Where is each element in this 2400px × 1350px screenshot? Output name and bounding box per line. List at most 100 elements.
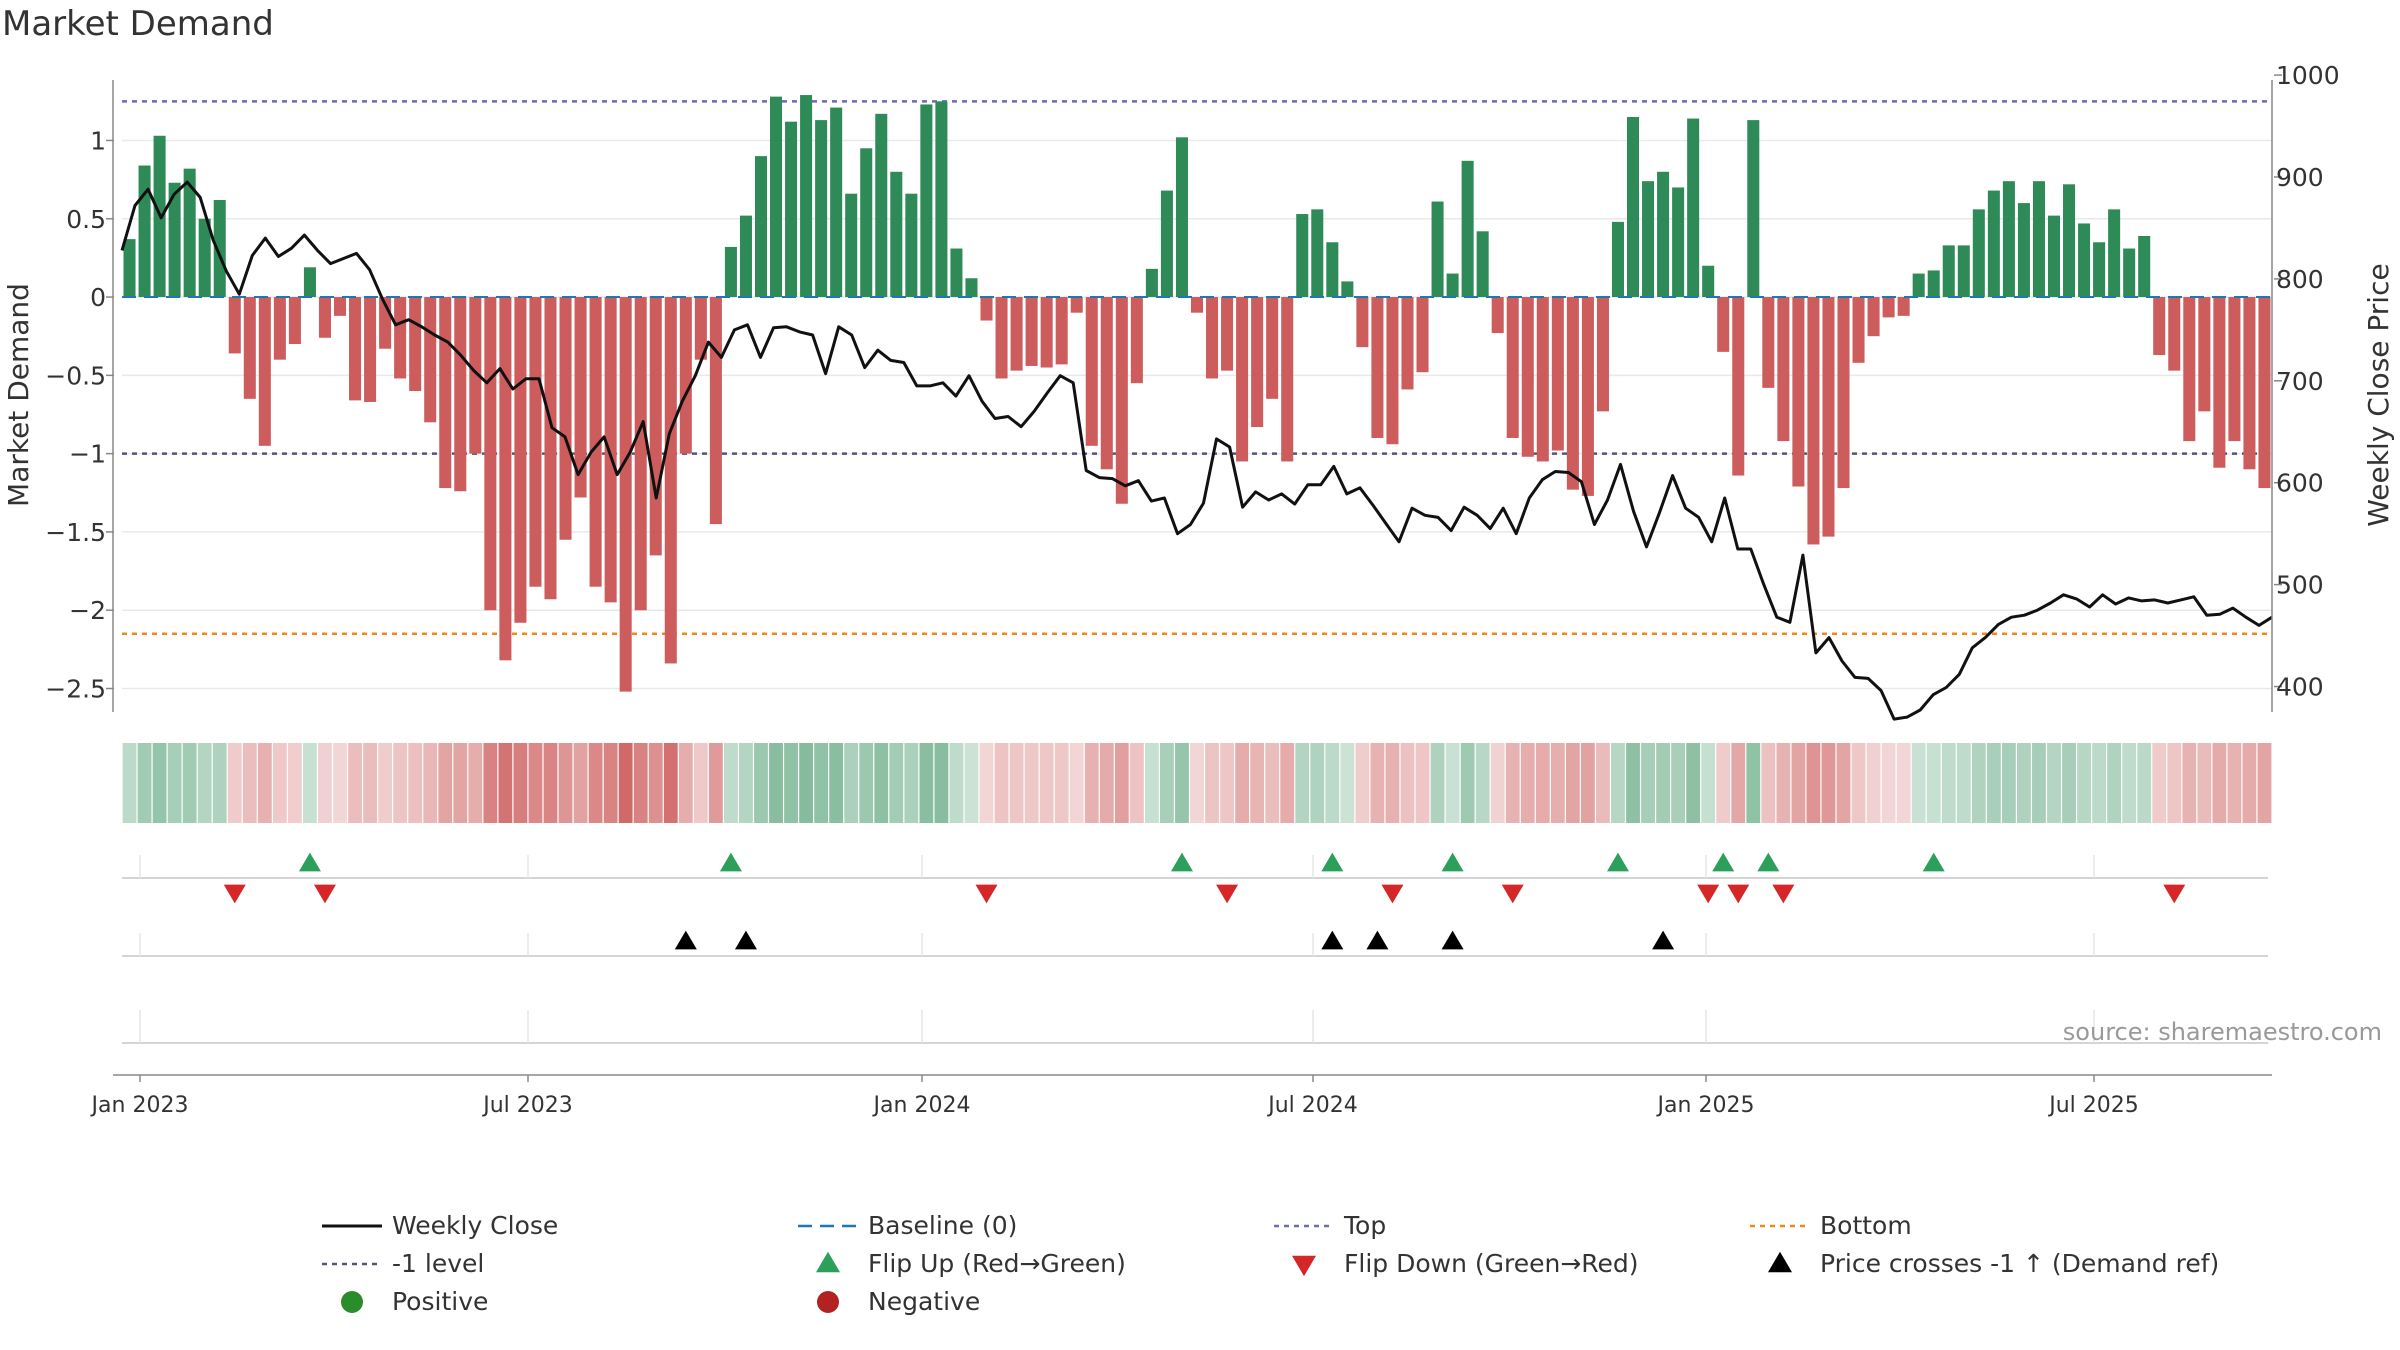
demand-bar: [574, 297, 587, 498]
flip-down-marker: [1772, 884, 1795, 904]
demand-bar: [1566, 297, 1579, 490]
demand-bar: [1115, 297, 1128, 504]
flip-down-marker: [1697, 884, 1720, 904]
heat-cell: [1746, 743, 1761, 823]
heat-cell: [979, 743, 994, 823]
heat-cell: [1190, 743, 1204, 823]
demand-bar: [1777, 297, 1790, 442]
flip-down-marker: [975, 884, 998, 904]
flip-down-marker: [223, 884, 246, 904]
demand-bar: [1732, 297, 1745, 476]
demand-bar: [1627, 116, 1640, 298]
y-tick-label: −2.5: [45, 675, 106, 704]
legend-positive: Positive: [392, 1287, 489, 1316]
y-tick-label: 0: [90, 283, 106, 312]
demand-bar: [2243, 297, 2256, 470]
demand-bar: [1326, 242, 1339, 298]
heat-cell: [633, 743, 648, 823]
heat-cell: [1325, 743, 1340, 823]
heat-cell: [1761, 743, 1776, 823]
demand-bar: [2108, 209, 2121, 298]
heat-cell: [949, 743, 964, 823]
heat-cell: [1445, 743, 1460, 823]
demand-bar: [228, 297, 241, 354]
heat-cell: [1791, 743, 1806, 823]
heat-cell: [1160, 743, 1174, 823]
heat-cell: [1596, 743, 1610, 823]
heat-cell: [1355, 743, 1370, 823]
legend-weekly-close: Weekly Close: [392, 1211, 559, 1240]
heat-cell: [1626, 743, 1640, 823]
heat-cell: [1941, 743, 1956, 823]
legend-positive-symbol: [341, 1291, 363, 1313]
heat-cell: [1280, 743, 1295, 823]
y2-tick-label: 600: [2276, 469, 2324, 498]
demand-bar: [1070, 297, 1083, 313]
heat-cell: [1911, 743, 1926, 823]
heat-cell: [1310, 743, 1325, 823]
heat-cell: [1656, 743, 1671, 823]
heat-cell: [678, 743, 693, 823]
flip-down-marker: [1216, 884, 1239, 904]
weekly-close-line: [120, 180, 2273, 721]
demand-bar: [1401, 297, 1414, 390]
price-cross-marker: [674, 930, 697, 950]
demand-bar: [1221, 297, 1234, 371]
heat-cell: [1460, 743, 1475, 823]
demand-bar: [1491, 297, 1504, 334]
demand-bar: [303, 267, 316, 298]
heat-cell: [197, 743, 212, 823]
demand-bar: [845, 193, 858, 298]
y2-tick-label: 500: [2276, 571, 2324, 600]
demand-bar: [1055, 297, 1068, 365]
heat-cell: [2107, 743, 2122, 823]
heat-cell: [1475, 743, 1490, 823]
heat-cell: [1039, 743, 1054, 823]
demand-bar: [1296, 214, 1309, 298]
demand-bar: [349, 297, 362, 401]
demand-bar: [785, 121, 798, 298]
price-cross-marker: [1321, 930, 1344, 950]
heat-cell: [1641, 743, 1655, 823]
demand-bar: [2017, 203, 2030, 298]
demand-bar: [679, 297, 692, 454]
heat-cell: [2092, 743, 2107, 823]
heat-cell: [1926, 743, 1941, 823]
x-tick-label: Jan 2025: [1656, 1093, 1755, 1118]
heat-cell: [1701, 743, 1716, 823]
demand-bar: [634, 297, 647, 611]
legend-flip-down-symbol: [1292, 1255, 1316, 1277]
demand-bar: [1025, 297, 1038, 366]
demand-bar: [1642, 181, 1655, 298]
demand-bar: [604, 297, 617, 603]
heat-cell: [1009, 743, 1024, 823]
demand-bar: [1100, 297, 1113, 470]
demand-bar: [1747, 120, 1760, 298]
heat-cell: [1235, 743, 1250, 823]
demand-bar: [800, 95, 813, 298]
heat-cell: [1686, 743, 1701, 823]
demand-bar: [499, 297, 512, 661]
flip-up-marker: [1170, 852, 1193, 872]
heat-cell: [423, 743, 438, 823]
demand-bar: [619, 297, 632, 692]
flip-up-marker: [1757, 852, 1780, 872]
heat-cell: [1580, 743, 1595, 823]
demand-bar: [1010, 297, 1023, 371]
heat-cell: [1836, 743, 1851, 823]
demand-bar: [1175, 137, 1188, 298]
demand-bar: [770, 96, 783, 298]
demand-bar: [709, 297, 722, 525]
flip-down-marker: [2163, 884, 2186, 904]
heat-cell: [1505, 743, 1520, 823]
demand-bar: [1206, 297, 1219, 379]
y-tick-label: −1.5: [45, 518, 106, 547]
heat-cell: [784, 743, 798, 823]
demand-bar: [258, 297, 271, 446]
demand-bar: [1236, 297, 1249, 462]
demand-bar: [664, 297, 677, 664]
demand-bar: [1536, 297, 1549, 462]
heat-cell: [272, 743, 287, 823]
demand-bar: [1266, 297, 1279, 399]
demand-bar: [409, 297, 422, 391]
